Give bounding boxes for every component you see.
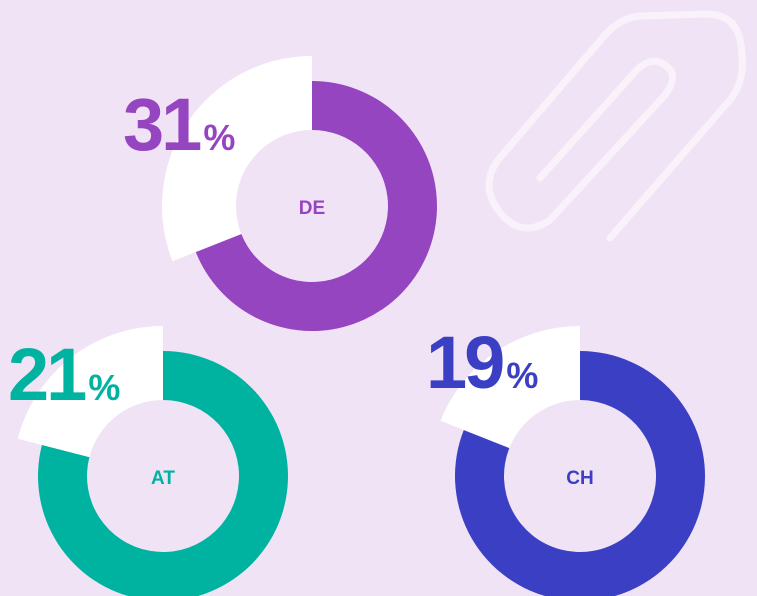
remainder-ring [455, 351, 705, 596]
share-number: 19 [426, 321, 503, 404]
share-value: 31% [123, 83, 235, 166]
share-sector [161, 56, 312, 262]
share-value: 21% [8, 333, 120, 416]
remainder-ring [38, 351, 288, 596]
share-unit: % [203, 117, 235, 158]
country-label: DE [299, 198, 325, 219]
paperclip-icon [485, 10, 746, 242]
share-sector [440, 326, 580, 449]
share-number: 31 [123, 83, 201, 166]
share-number: 21 [8, 333, 86, 416]
share-unit: % [88, 367, 120, 408]
share-value: 19% [426, 321, 538, 404]
share-sector [17, 326, 164, 458]
remainder-ring [195, 81, 437, 331]
country-label: AT [151, 468, 175, 489]
share-unit: % [506, 355, 538, 396]
country-label: CH [566, 468, 593, 489]
